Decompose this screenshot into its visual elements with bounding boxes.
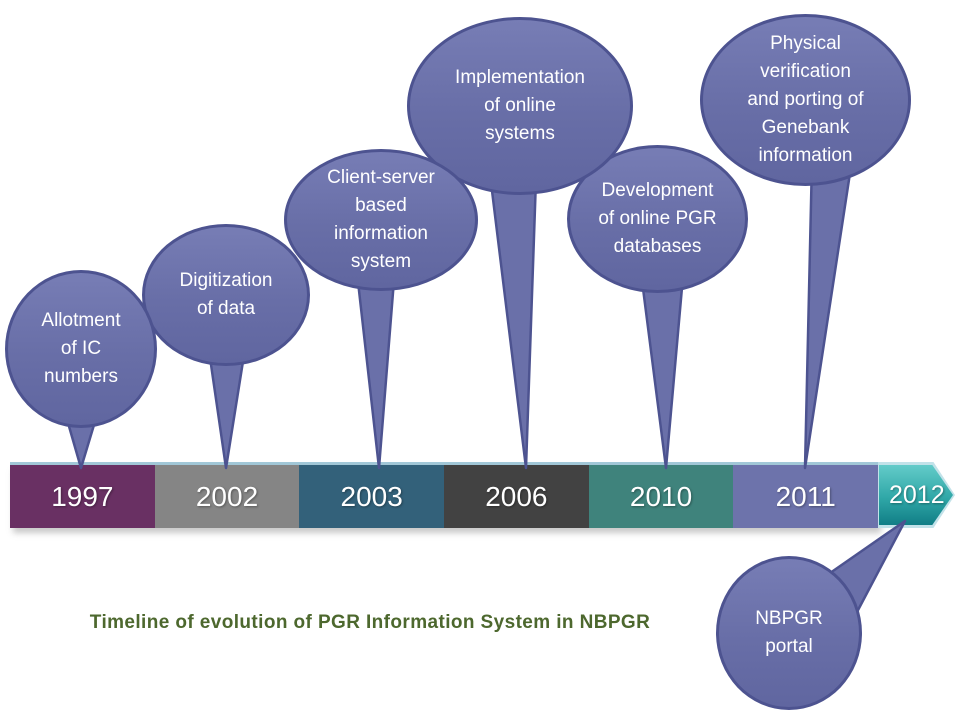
balloon-label: Development of online PGR databases xyxy=(598,180,717,257)
tail-implementation-online-systems xyxy=(485,148,539,470)
year-label-1997: 1997 xyxy=(51,480,114,512)
timeline-arrow-2012-body: 2012 xyxy=(879,465,953,525)
timeline-segment-2011: 2011 xyxy=(733,465,879,528)
balloon-digitization-of-data: Digitization of data xyxy=(142,224,310,366)
year-label-2002: 2002 xyxy=(195,480,259,512)
balloon-allotment-ic-numbers: Allotment of IC numbers xyxy=(5,270,157,428)
balloon-client-server-information-system: Client-server based information system xyxy=(284,149,478,291)
year-label-2010: 2010 xyxy=(629,480,693,512)
balloon-physical-verification-genebank: Physical verification and porting of Gen… xyxy=(700,14,911,186)
tail-development-online-pgr-databases xyxy=(638,263,686,470)
slide-caption: Timeline of evolution of PGR Information… xyxy=(89,612,651,633)
timeline-segment-2006: 2006 xyxy=(444,465,589,528)
balloon-implementation-online-systems: Implementation of online systems xyxy=(407,17,633,195)
balloon-development-online-pgr-databases: Development of online PGR databases xyxy=(567,145,748,293)
timeline-segment-2010: 2010 xyxy=(588,465,734,528)
balloon-label: Implementation of online systems xyxy=(455,67,585,144)
balloon-label: NBPGR portal xyxy=(755,608,823,657)
balloon-nbpgr-portal: NBPGR portal xyxy=(716,556,862,710)
balloon-label: Client-server based information system xyxy=(327,167,435,272)
balloon-label: Allotment of IC numbers xyxy=(41,310,121,387)
balloon-label: Digitization of data xyxy=(179,270,273,319)
year-label-2011: 2011 xyxy=(775,480,836,512)
timeline-bar: 1997 2002 2003 2006 2010 2011 xyxy=(10,465,879,528)
tail-physical-verification-genebank xyxy=(803,158,854,470)
timeline-segment-2003: 2003 xyxy=(299,465,445,528)
year-label-2012: 2012 xyxy=(889,480,945,509)
timeline-arrow-2012: 2012 xyxy=(878,462,955,528)
timeline-top-edge xyxy=(10,462,878,465)
balloon-label: Physical verification and porting of Gen… xyxy=(747,33,864,166)
year-label-2003: 2003 xyxy=(340,480,403,512)
timeline-segment-1997: 1997 xyxy=(10,465,155,528)
year-label-2006: 2006 xyxy=(485,480,548,512)
timeline-segment-2002: 2002 xyxy=(154,465,300,528)
